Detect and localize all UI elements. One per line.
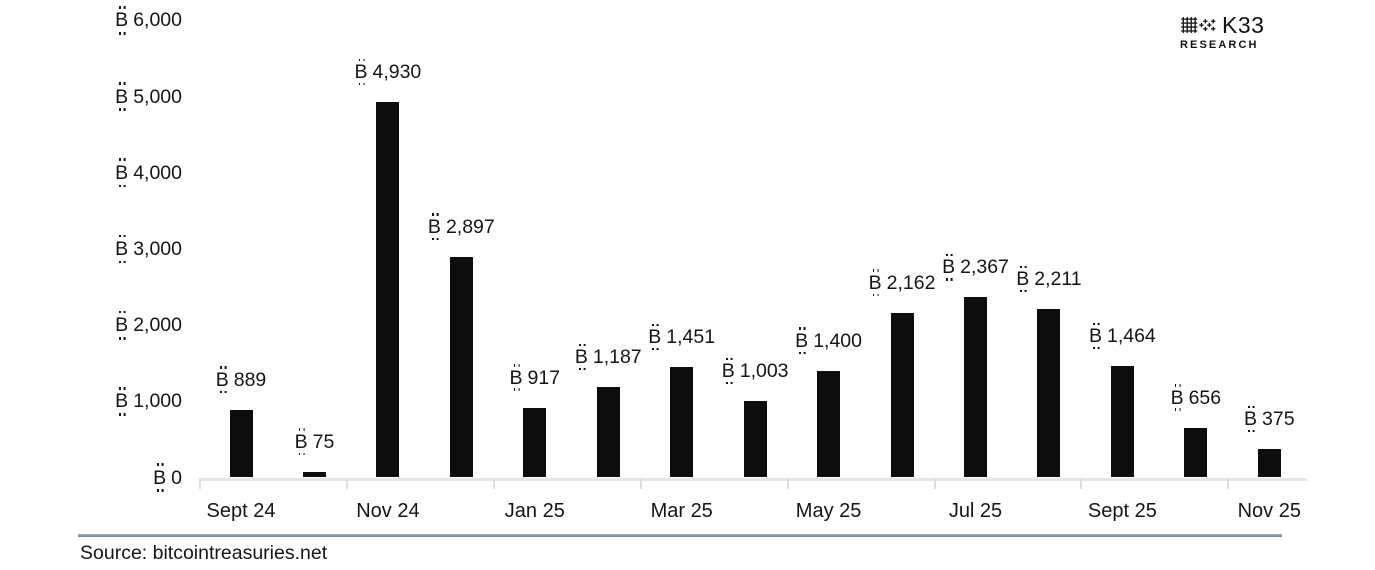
bar xyxy=(670,366,694,478)
bar-value-label: B 4,930 xyxy=(354,58,422,86)
bar-value-label: B 2,897 xyxy=(427,213,495,241)
bitcoin-symbol: B xyxy=(648,323,662,351)
x-axis-tick xyxy=(1080,477,1083,489)
bar xyxy=(1257,448,1281,478)
source-text: Source: bitcointreasuries.net xyxy=(80,542,328,564)
k33-logo-row: K33 xyxy=(1180,13,1264,37)
bar xyxy=(964,297,987,478)
x-axis-tick xyxy=(1227,477,1230,489)
x-axis-tick xyxy=(199,477,201,489)
y-axis-label: B 1,000 xyxy=(115,386,182,416)
bitcoin-symbol: B xyxy=(942,253,956,281)
bitcoin-symbol: B xyxy=(1244,405,1258,433)
bitcoin-symbol: B xyxy=(215,366,229,394)
bitcoin-symbol: B xyxy=(427,213,441,241)
bitcoin-symbol: B xyxy=(115,82,129,112)
k33-logo-dots-icon xyxy=(1181,17,1216,33)
x-axis-label: Jan 25 xyxy=(504,500,565,522)
bar xyxy=(743,401,767,478)
x-axis-tick xyxy=(639,477,642,489)
bitcoin-symbol: B xyxy=(1088,322,1102,350)
x-axis-label: Mar 25 xyxy=(650,500,713,522)
bitcoin-symbol: B xyxy=(115,386,129,416)
bitcoin-symbol: B xyxy=(1170,384,1184,411)
bar-value-label: B 917 xyxy=(509,364,561,392)
bitcoin-symbol: B xyxy=(294,428,308,456)
bitcoin-symbol: B xyxy=(153,463,167,492)
k33-logo-text: K33 xyxy=(1222,12,1265,38)
bar xyxy=(1037,309,1061,478)
bar xyxy=(523,407,547,478)
bitcoin-symbol: B xyxy=(115,6,129,35)
bar-value-label: B 2,211 xyxy=(1016,265,1082,293)
bar-value-label: B 375 xyxy=(1244,405,1295,433)
k33-logo: K33 RESEARCH xyxy=(1180,13,1264,51)
x-axis-label: Nov 24 xyxy=(356,500,420,522)
bar xyxy=(596,387,620,478)
bitcoin-symbol: B xyxy=(509,364,523,392)
x-axis-label: Nov 25 xyxy=(1237,500,1301,522)
x-axis-tick xyxy=(786,477,789,489)
bitcoin-symbol: B xyxy=(1016,265,1030,293)
bar xyxy=(1110,365,1134,478)
bitcoin-symbol: B xyxy=(868,269,882,297)
bitcoin-symbol: B xyxy=(115,234,129,264)
k33-logo-research-text: RESEARCH xyxy=(1180,39,1259,51)
bar xyxy=(376,101,400,478)
footer-divider xyxy=(78,534,1282,537)
x-axis-label: May 25 xyxy=(795,500,862,522)
bar-value-label: B 656 xyxy=(1170,384,1222,411)
bar-value-label: B 1,003 xyxy=(721,357,789,385)
bar xyxy=(449,256,473,478)
bar-value-label: B 2,162 xyxy=(868,269,936,297)
y-axis-label: B 2,000 xyxy=(115,310,182,340)
y-axis-label: B 6,000 xyxy=(115,6,182,35)
bar xyxy=(817,370,841,478)
bar-value-label: B 2,367 xyxy=(942,253,1009,281)
bar xyxy=(229,409,253,478)
x-axis-tick xyxy=(345,477,348,489)
x-axis-label: Jul 25 xyxy=(948,500,1003,522)
x-axis-label: Sept 25 xyxy=(1087,500,1157,522)
y-axis-label: B 5,000 xyxy=(115,82,182,112)
y-axis-label: B 4,000 xyxy=(115,158,182,188)
bitcoin-symbol: B xyxy=(115,310,129,340)
bar-value-label: B 75 xyxy=(294,428,335,456)
bitcoin-symbol: B xyxy=(721,357,735,385)
bar-value-label: B 889 xyxy=(215,366,267,394)
x-axis-tick xyxy=(933,477,936,489)
y-axis-label: B 3,000 xyxy=(115,234,182,264)
x-axis-tick xyxy=(492,477,495,489)
bar xyxy=(890,312,914,478)
bar-value-label: B 1,187 xyxy=(574,343,642,371)
bar-value-label: B 1,451 xyxy=(648,323,716,351)
bar-value-label: B 1,400 xyxy=(795,327,862,355)
bar-value-label: B 1,464 xyxy=(1088,322,1156,350)
bitcoin-symbol: B xyxy=(795,327,809,355)
x-axis-label: Sept 24 xyxy=(206,500,276,522)
x-axis-line xyxy=(199,477,1307,481)
bar xyxy=(1184,427,1208,478)
bitcoin-symbol: B xyxy=(574,343,588,371)
bar xyxy=(302,471,326,478)
bitcoin-symbol: B xyxy=(115,158,129,188)
bitcoin-symbol: B xyxy=(354,58,368,86)
